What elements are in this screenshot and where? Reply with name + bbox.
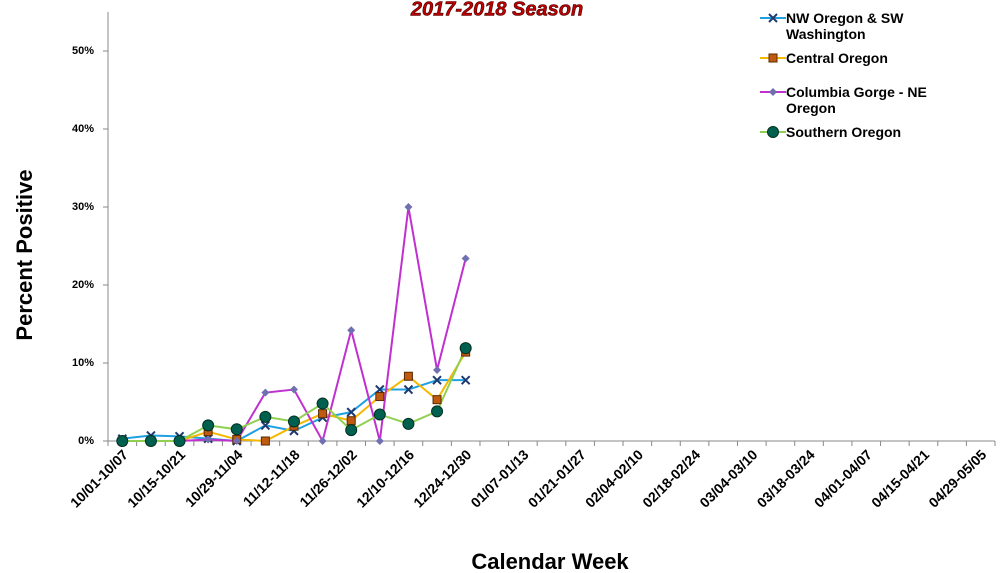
legend-swatch	[760, 126, 786, 138]
x-tick-label: 12/10-12/16	[353, 446, 417, 510]
data-point	[460, 375, 471, 385]
data-point	[432, 395, 442, 405]
x-tick-label: 10/29-11/04	[182, 446, 246, 510]
x-tick-label: 01/07-01/13	[467, 446, 531, 510]
data-point	[459, 342, 472, 355]
data-point	[461, 254, 470, 263]
y-tick-label: 40%	[72, 123, 94, 135]
data-point	[316, 397, 329, 410]
legend-entry: Columbia Gorge - NE Oregon	[760, 84, 980, 116]
data-point	[375, 437, 384, 445]
legend: NW Oregon & SW Washington Central Oregon C…	[760, 10, 980, 148]
data-point	[144, 435, 157, 447]
x-tick-label: 04/29-05/05	[925, 446, 989, 510]
legend-swatch	[760, 88, 786, 96]
data-point	[432, 375, 442, 385]
data-point	[289, 385, 298, 394]
data-point	[230, 423, 243, 436]
data-point	[260, 420, 271, 431]
y-axis-label: Percent Positive	[12, 169, 37, 340]
legend-label: Central Oregon	[786, 50, 888, 66]
data-point	[287, 415, 300, 428]
chart-title: 2017-2018 Season	[410, 0, 583, 20]
data-point	[375, 392, 385, 402]
x-tick-label: 04/15-04/21	[868, 446, 932, 510]
y-tick-label: 50%	[72, 45, 94, 57]
data-point	[261, 388, 270, 397]
x-tick-label: 03/18-03/24	[754, 446, 818, 510]
x-axis-label: Calendar Week	[471, 549, 629, 573]
data-point	[259, 410, 272, 423]
data-point	[116, 435, 129, 447]
legend-entry: Southern Oregon	[760, 124, 980, 140]
data-point	[346, 416, 356, 426]
x-tick-label: 02/18-02/24	[639, 446, 703, 510]
x-tick-label: 04/01-04/07	[811, 446, 875, 510]
legend-label: Columbia Gorge - NE Oregon	[786, 84, 927, 116]
data-point	[204, 435, 213, 444]
legend-swatch	[760, 53, 786, 63]
x-tick-label: 12/24-12/30	[410, 446, 474, 510]
legend-label: NW Oregon & SW Washington	[786, 10, 904, 42]
legend-label: Southern Oregon	[786, 124, 902, 140]
x-tick-label: 11/12-11/18	[240, 446, 303, 509]
legend-marker	[768, 53, 778, 63]
legend-entry: Central Oregon	[760, 50, 980, 66]
data-point	[403, 371, 413, 381]
data-point	[202, 419, 215, 432]
data-point	[431, 405, 444, 418]
data-point	[404, 203, 413, 211]
y-tick-label: 0%	[78, 435, 94, 447]
legend-marker	[767, 126, 779, 138]
data-point	[403, 384, 414, 395]
x-tick-label: 01/21-01/27	[525, 446, 589, 510]
data-point	[345, 424, 358, 437]
x-tick-label: 03/04-03/10	[696, 446, 760, 510]
y-tick-label: 10%	[72, 357, 94, 369]
data-point	[260, 436, 270, 446]
data-point	[318, 437, 327, 445]
data-point	[373, 408, 386, 421]
y-tick-label: 20%	[72, 279, 94, 291]
series-line	[122, 206, 467, 444]
data-point	[347, 326, 356, 335]
data-point	[433, 366, 442, 375]
legend-entry: NW Oregon & SW Washington	[760, 10, 980, 42]
data-point	[232, 437, 241, 445]
data-point	[402, 417, 415, 430]
data-point	[318, 409, 328, 419]
data-point	[346, 407, 356, 417]
legend-swatch	[760, 13, 786, 23]
x-tick-label: 10/15-10/21	[124, 446, 188, 510]
legend-marker	[768, 13, 778, 23]
y-tick-label: 30%	[72, 201, 94, 213]
legend-marker	[769, 88, 777, 96]
x-tick-label: 11/26-12/02	[296, 446, 360, 510]
data-point	[173, 435, 186, 447]
x-tick-label: 02/04-02/10	[582, 446, 646, 510]
x-tick-label: 10/01-10/07	[67, 446, 131, 510]
